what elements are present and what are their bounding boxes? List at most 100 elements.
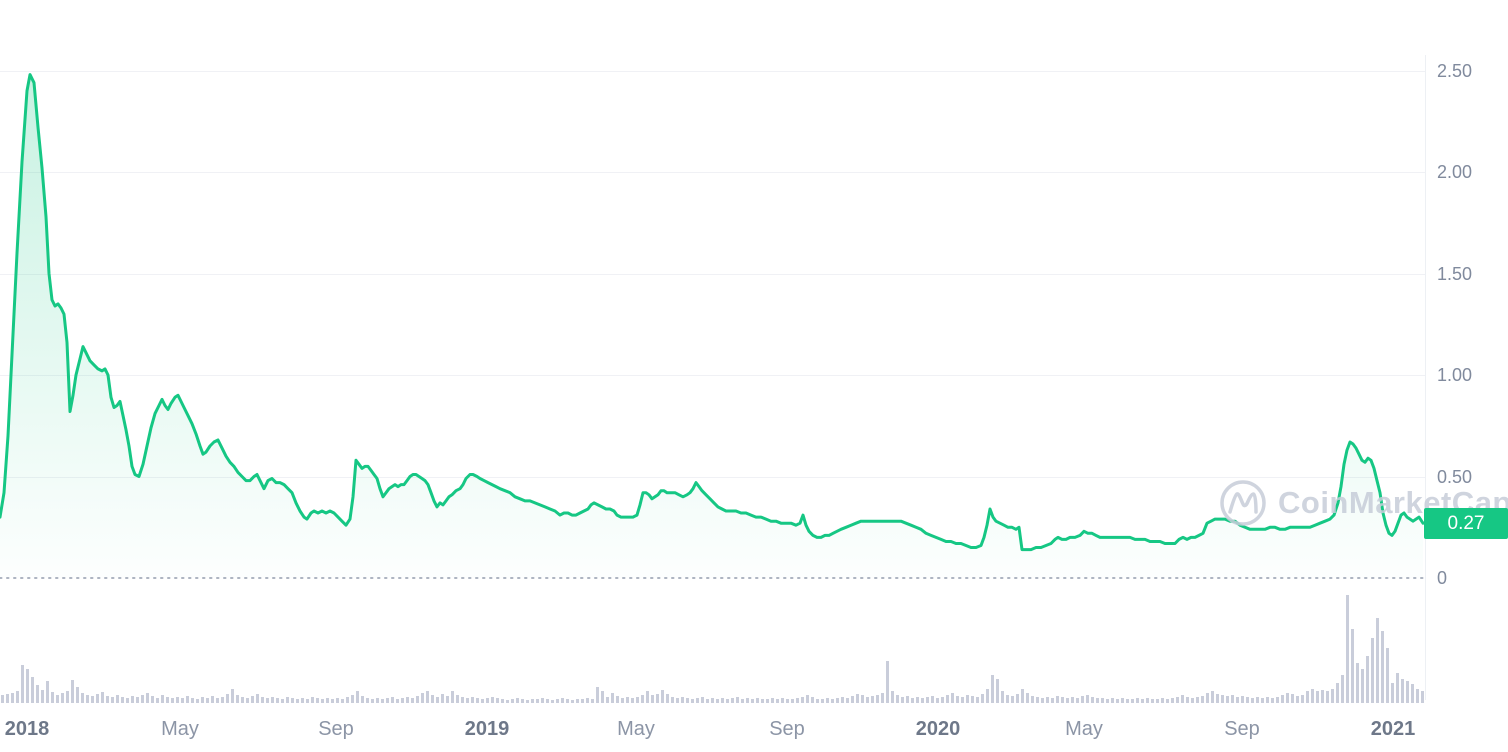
volume-bar (601, 691, 604, 703)
volume-bar (1096, 698, 1099, 703)
volume-bar (1071, 697, 1074, 703)
volume-bar (81, 693, 84, 703)
volume-bar (31, 677, 34, 703)
volume-bar (911, 698, 914, 703)
volume-bar (321, 699, 324, 703)
volume-bar (841, 697, 844, 703)
volume-bar (1371, 638, 1374, 703)
volume-bar (956, 696, 959, 703)
volume-bar (156, 698, 159, 703)
volume-bar (36, 685, 39, 703)
volume-bar (591, 699, 594, 703)
volume-bar (1076, 698, 1079, 703)
volume-bar (316, 698, 319, 703)
volume-bar (1341, 675, 1344, 703)
volume-bar (656, 694, 659, 703)
volume-bar (561, 698, 564, 703)
volume-bar (1401, 679, 1404, 703)
volume-bar (1391, 683, 1394, 703)
volume-bar (476, 698, 479, 703)
volume-bar (711, 698, 714, 703)
volume-bar (1176, 697, 1179, 703)
volume-bar (116, 695, 119, 703)
volume-bar (586, 698, 589, 703)
volume-bar (1316, 691, 1319, 703)
volume-bar (141, 695, 144, 703)
volume-bar (1306, 691, 1309, 703)
volume-bar (641, 695, 644, 703)
volume-bar (696, 698, 699, 703)
volume-bar (926, 697, 929, 703)
volume-bar (151, 696, 154, 703)
volume-bar (516, 698, 519, 703)
volume-bar (1081, 696, 1084, 703)
volume-bar (531, 699, 534, 703)
volume-bar (496, 698, 499, 703)
volume-bar (1136, 698, 1139, 703)
volume-bar (541, 698, 544, 703)
volume-bar (1011, 696, 1014, 703)
volume-bar (71, 680, 74, 703)
volume-bar (146, 693, 149, 703)
volume-bar (871, 696, 874, 703)
volume-bar (776, 699, 779, 703)
volume-bar (86, 695, 89, 703)
volume-bar (336, 698, 339, 703)
volume-bar (1226, 696, 1229, 703)
volume-bar (411, 698, 414, 703)
volume-bar (126, 698, 129, 703)
y-axis-tick-label: 0 (1437, 568, 1448, 588)
volume-bar (1141, 699, 1144, 703)
volume-bar (501, 699, 504, 703)
volume-bar (981, 694, 984, 703)
current-price-badge: 0.27 (1424, 508, 1508, 539)
volume-bar (1361, 669, 1364, 703)
volume-bar (1166, 699, 1169, 703)
volume-bar (171, 698, 174, 703)
volume-bar (556, 699, 559, 703)
volume-bar (326, 698, 329, 703)
volume-bar (1106, 699, 1109, 703)
volume-bar (551, 700, 554, 703)
volume-bar (1346, 595, 1349, 703)
volume-bar (801, 697, 804, 703)
volume-bar (1146, 698, 1149, 703)
volume-bar (1121, 698, 1124, 703)
volume-bar (1386, 648, 1389, 703)
y-axis-tick-label: 2.50 (1437, 61, 1473, 81)
volume-bar (76, 687, 79, 703)
volume-bar (881, 693, 884, 703)
volume-bar (441, 694, 444, 703)
volume-bar (1126, 699, 1129, 703)
volume-bar (1261, 698, 1264, 703)
volume-bar (401, 698, 404, 703)
x-axis-tick-label: May (1065, 718, 1103, 740)
volume-bar (816, 699, 819, 703)
volume-bar (226, 694, 229, 703)
volume-bar (131, 696, 134, 703)
volume-bar (1, 695, 4, 703)
volume-bar (831, 699, 834, 703)
volume-bar (1211, 691, 1214, 703)
volume-bar (511, 699, 514, 703)
volume-bar (436, 697, 439, 703)
volume-bar (1206, 693, 1209, 703)
volume-bar (891, 691, 894, 703)
volume-bar (676, 698, 679, 703)
volume-bar (1311, 689, 1314, 703)
volume-bar (276, 698, 279, 703)
volume-bar (621, 698, 624, 703)
volume-bar (671, 697, 674, 703)
volume-bar (166, 697, 169, 703)
volume-bar (456, 695, 459, 703)
volume-bar (611, 693, 614, 703)
volume-bar (901, 697, 904, 703)
volume-bar (826, 698, 829, 703)
volume-bar (306, 699, 309, 703)
volume-bar (421, 693, 424, 703)
volume-bar (121, 697, 124, 703)
volume-bar (1221, 695, 1224, 703)
volume-bar (186, 696, 189, 703)
